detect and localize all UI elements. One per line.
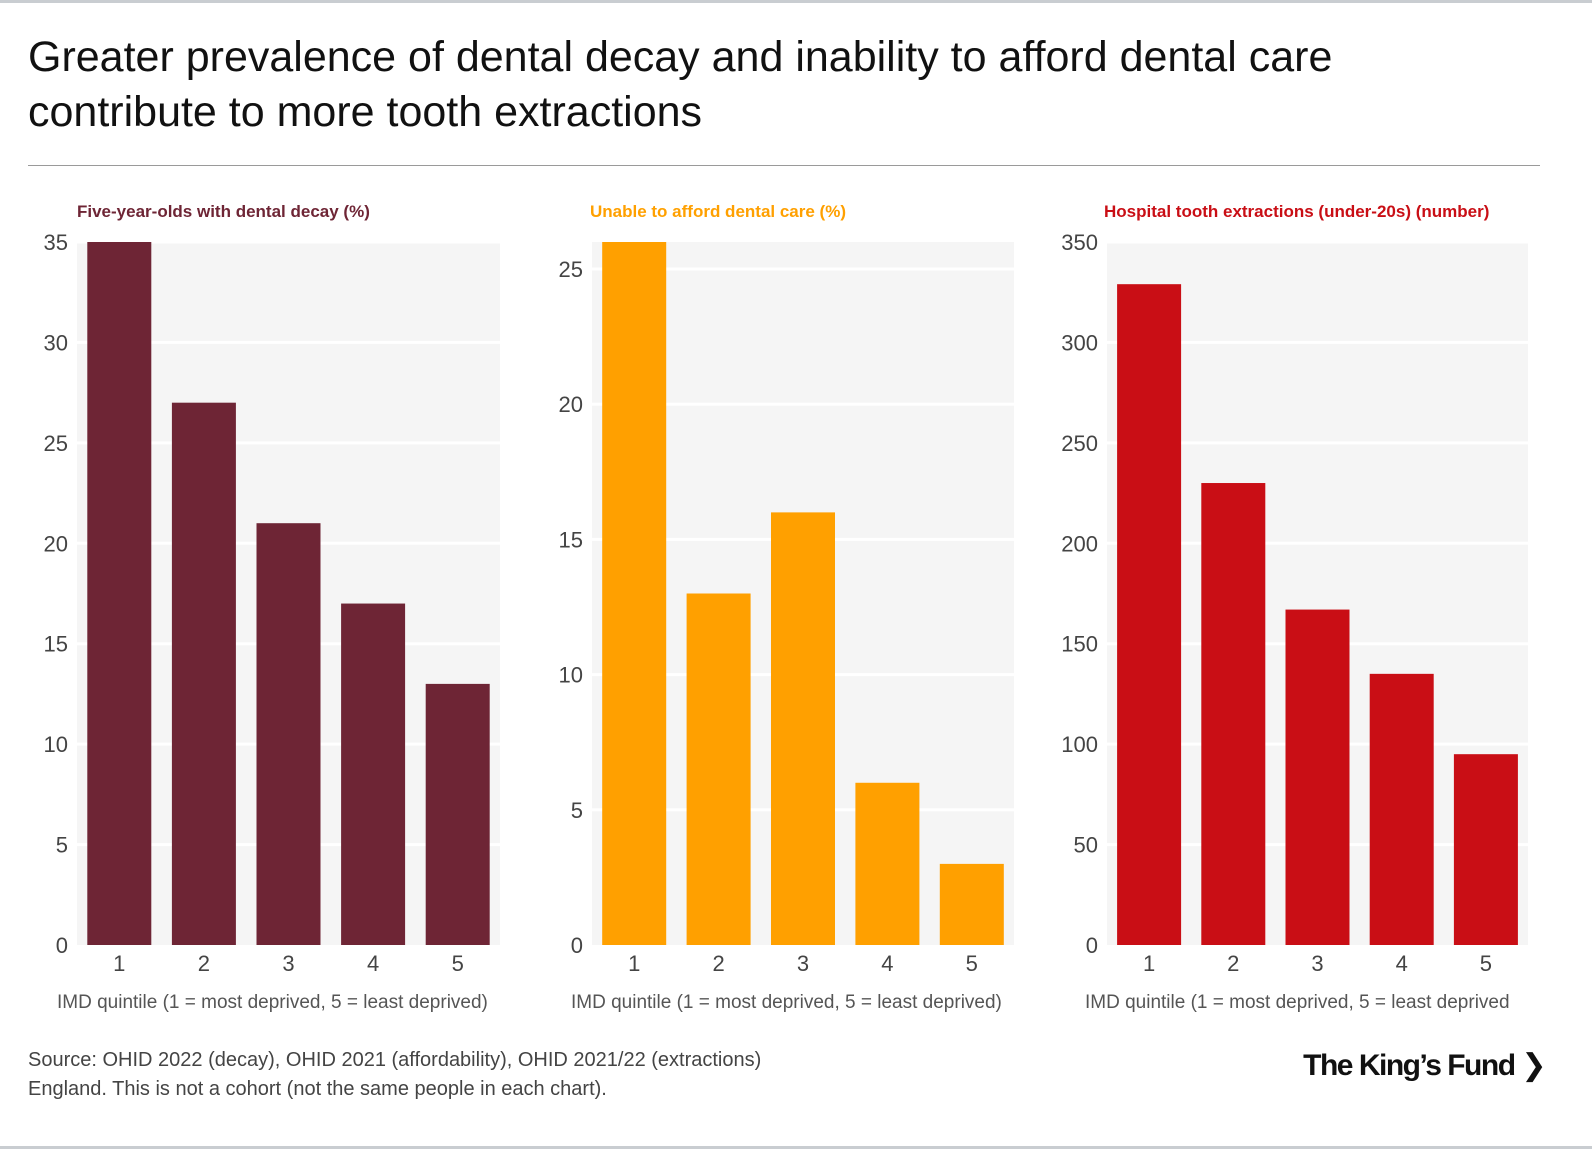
x-axis-label: IMD quintile (1 = most deprived, 5 = lea… xyxy=(57,992,488,1013)
x-tick-label: 3 xyxy=(282,951,294,976)
x-tick-label: 5 xyxy=(966,951,978,976)
bar-quintile-1 xyxy=(1117,284,1182,945)
y-tick-label: 100 xyxy=(1061,732,1098,757)
y-tick-label: 15 xyxy=(559,527,583,552)
y-tick-label: 35 xyxy=(44,230,68,255)
x-tick-label: 3 xyxy=(797,951,809,976)
y-tick-label: 20 xyxy=(44,531,68,556)
chart-panel-1: 0 5 10 15 20 25 30 35 1 2 3 4 5 Five-year-olds with d… xyxy=(44,202,500,1013)
source-line-1: Source: OHID 2022 (decay), OHID 2021 (af… xyxy=(28,1049,762,1071)
y-tick-label: 5 xyxy=(56,833,68,858)
x-tick-label: 5 xyxy=(1480,951,1492,976)
x-tick-label: 4 xyxy=(1396,951,1408,976)
x-axis-label: IMD quintile (1 = most deprived, 5 = lea… xyxy=(571,992,1002,1013)
bar-quintile-3 xyxy=(771,512,835,945)
bar-quintile-4 xyxy=(1369,673,1434,945)
bar-quintile-2 xyxy=(686,593,751,945)
chart-panel-3: 0 50 100 150 200 250 300 350 1 2 3 4 5 Hospital tooth… xyxy=(1061,202,1528,1013)
bottom-border xyxy=(0,1146,1592,1149)
bar-quintile-5 xyxy=(939,863,1004,945)
y-tick-label: 25 xyxy=(559,257,583,282)
y-tick-label: 25 xyxy=(44,431,68,456)
panel-title: Hospital tooth extractions (under-20s) (… xyxy=(1104,202,1489,221)
x-tick-label: 1 xyxy=(628,951,640,976)
y-tick-label: 250 xyxy=(1061,431,1098,456)
x-tick-label: 2 xyxy=(712,951,724,976)
y-tick-label: 10 xyxy=(559,663,583,688)
bar-quintile-5 xyxy=(1453,754,1518,945)
bar-quintile-2 xyxy=(171,402,236,946)
x-tick-label: 2 xyxy=(1227,951,1239,976)
title-divider xyxy=(28,165,1540,166)
x-tick-label: 5 xyxy=(452,951,464,976)
y-tick-label: 5 xyxy=(571,798,583,823)
x-tick-label: 4 xyxy=(881,951,893,976)
y-tick-label: 150 xyxy=(1061,632,1098,657)
bar-quintile-1 xyxy=(87,242,152,945)
bar-quintile-3 xyxy=(256,523,321,945)
chart-title: Greater prevalence of dental decay and i… xyxy=(28,33,1333,136)
bar-quintile-3 xyxy=(1285,609,1350,945)
x-tick-label: 4 xyxy=(367,951,379,976)
x-axis-label: IMD quintile (1 = most deprived, 5 = lea… xyxy=(1085,992,1510,1013)
x-tick-label: 2 xyxy=(198,951,210,976)
y-tick-label: 20 xyxy=(559,392,583,417)
bar-quintile-4 xyxy=(341,603,406,945)
y-tick-label: 30 xyxy=(44,330,68,355)
y-tick-label: 300 xyxy=(1061,330,1098,355)
x-tick-label: 1 xyxy=(113,951,125,976)
bar-quintile-5 xyxy=(425,683,490,945)
y-tick-label: 0 xyxy=(1086,933,1098,958)
panel-title: Unable to afford dental care (%) xyxy=(590,202,846,221)
x-tick-label: 3 xyxy=(1311,951,1323,976)
y-tick-label: 10 xyxy=(44,732,68,757)
kings-fund-logo: The King’s Fund ❯ xyxy=(1303,1049,1546,1082)
top-border xyxy=(0,0,1592,3)
y-tick-label: 15 xyxy=(44,632,68,657)
bar-quintile-4 xyxy=(855,782,920,945)
bar-quintile-1 xyxy=(602,242,667,945)
panel-title: Five-year-olds with dental decay (%) xyxy=(77,202,370,221)
y-tick-label: 200 xyxy=(1061,531,1098,556)
y-tick-label: 350 xyxy=(1061,230,1098,255)
source-line-2: England. This is not a cohort (not the s… xyxy=(28,1078,607,1100)
y-tick-label: 50 xyxy=(1074,833,1098,858)
x-tick-label: 1 xyxy=(1143,951,1155,976)
y-tick-label: 0 xyxy=(56,933,68,958)
source-note: Source: OHID 2022 (decay), OHID 2021 (af… xyxy=(28,1046,761,1104)
chart-panel-2: 0 5 10 15 20 25 1 2 3 4 5 Unable to afford dental c… xyxy=(559,202,1014,1013)
bar-quintile-2 xyxy=(1201,483,1266,945)
y-tick-label: 0 xyxy=(571,933,583,958)
